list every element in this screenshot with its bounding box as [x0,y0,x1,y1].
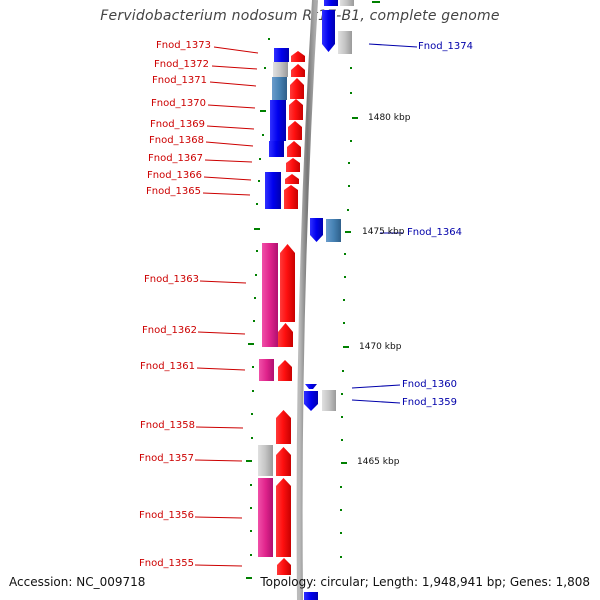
left-inner-genes [258,48,289,557]
gene-fnod-1356 [258,478,273,557]
gene-label-fnod-1369[interactable]: Fnod_1369 [149,119,205,130]
accession-text: Accession: NC_009718 [9,575,146,589]
gene-fnod-1370 [270,100,286,141]
gene-fnod-1361 [259,359,274,381]
gene-fnod-1373 [274,48,289,62]
gene-label-fnod-1370[interactable]: Fnod_1370 [150,98,206,109]
gene-red-1357 [276,447,291,476]
gene-red-1356 [276,478,291,557]
gene-label-fnod-1371[interactable]: Fnod_1371 [151,75,207,86]
gene-fnod-1371 [272,77,287,100]
gene-label-fnod-1361[interactable]: Fnod_1361 [139,361,195,372]
gene-fnod-1364-b [326,219,341,242]
gene-red-1363 [280,244,295,322]
gene-label-fnod-1362[interactable]: Fnod_1362 [141,325,197,336]
gene-fnod-1359-a [304,391,318,411]
gene-red-1361 [278,360,292,381]
gene-label-fnod-1360[interactable]: Fnod_1360 [402,379,458,390]
gene-red-1362 [278,323,293,347]
genome-title: Fervidobacterium nodosum Rt17-B1, comple… [100,8,500,24]
gene-fnod-1365 [265,172,281,209]
gene-red-1366 [285,174,299,184]
gene-fnod-1359-b [322,390,336,411]
kbp-label-1480: 1480 kbp [368,113,411,123]
gene-fnod-1368 [269,141,284,157]
gene-red-1370 [289,99,303,120]
gene-label-fnod-1363[interactable]: Fnod_1363 [143,274,199,285]
gene-label-fnod-1367[interactable]: Fnod_1367 [147,153,203,164]
gene-fnod-1364-a [310,218,323,242]
gene-fnod-1374-a [322,10,335,52]
kbp-label-1475: 1475 kbp [362,227,405,237]
genome-backbone [296,0,318,600]
gene-fnod-1360 [305,384,317,389]
topology-info-text: Topology: circular; Length: 1,948,941 bp… [260,575,590,589]
gene-label-fnod-1357[interactable]: Fnod_1357 [138,453,194,464]
kbp-label-1465: 1465 kbp [357,457,400,467]
gene-fnod-1374-b [338,31,352,54]
gene-red-1372 [291,64,305,77]
gene-fnod-1357 [258,445,273,476]
gene-red-1358 [276,410,291,444]
gene-red-1355 [277,558,291,575]
gene-red-1373 [291,51,305,62]
gene-label-fnod-1355[interactable]: Fnod_1355 [138,558,194,569]
gene-red-1365 [284,185,298,209]
left-leader-lines [194,46,259,567]
right-genes [304,0,354,600]
gene-fnod-1363 [262,243,278,347]
gene-red-1367 [286,158,300,172]
tick-marks [246,1,380,579]
gene-label-fnod-1374[interactable]: Fnod_1374 [418,41,474,52]
kbp-label-1470: 1470 kbp [359,342,402,352]
left-red-genes [276,51,305,575]
gene-fnod-1372 [273,62,288,77]
gene-top-blue [324,0,338,6]
gene-label-fnod-1366[interactable]: Fnod_1366 [146,170,202,181]
gene-bottom-blue [304,592,318,600]
gene-label-fnod-1373[interactable]: Fnod_1373 [155,40,211,51]
gene-red-1368 [287,141,301,157]
gene-label-fnod-1358[interactable]: Fnod_1358 [139,420,195,431]
gene-red-1371 [290,78,304,99]
gene-label-fnod-1364[interactable]: Fnod_1364 [407,227,463,238]
gene-top-grey [340,0,354,6]
gene-label-fnod-1368[interactable]: Fnod_1368 [148,135,204,146]
gene-label-fnod-1359[interactable]: Fnod_1359 [402,397,458,408]
gene-red-1369 [288,121,302,140]
gene-label-fnod-1372[interactable]: Fnod_1372 [153,59,209,70]
gene-label-fnod-1365[interactable]: Fnod_1365 [145,186,201,197]
gene-label-fnod-1356[interactable]: Fnod_1356 [138,510,194,521]
right-leader-lines [351,43,418,404]
